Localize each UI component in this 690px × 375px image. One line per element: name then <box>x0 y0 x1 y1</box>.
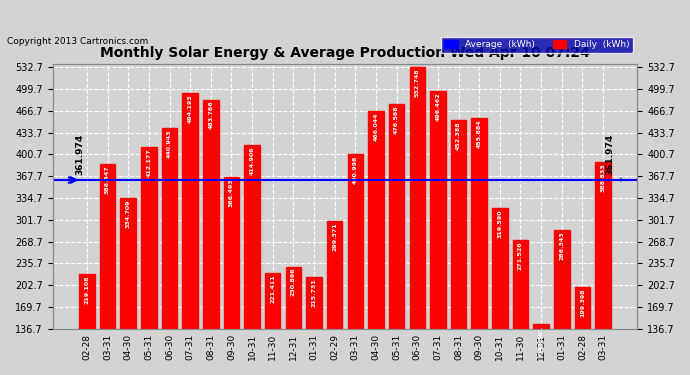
Bar <box>554 230 569 375</box>
Bar <box>348 154 363 375</box>
Bar <box>265 273 280 375</box>
Bar <box>79 274 95 375</box>
Text: →: → <box>613 175 623 185</box>
Bar <box>471 118 487 375</box>
Text: 215.731: 215.731 <box>311 278 317 307</box>
Text: 144.501: 144.501 <box>539 325 544 354</box>
Text: 219.108: 219.108 <box>84 276 90 304</box>
Bar <box>451 120 466 375</box>
Text: 230.896: 230.896 <box>291 268 296 297</box>
Text: 483.766: 483.766 <box>208 101 213 129</box>
Text: 476.568: 476.568 <box>394 106 399 134</box>
Text: 532.748: 532.748 <box>415 69 420 97</box>
Bar <box>182 93 198 375</box>
Bar <box>368 111 384 375</box>
Bar <box>306 277 322 375</box>
Bar <box>492 208 508 375</box>
Text: 221.411: 221.411 <box>270 274 275 303</box>
Text: 452.388: 452.388 <box>456 122 461 150</box>
Text: 361.974: 361.974 <box>75 134 84 175</box>
Bar <box>203 99 219 375</box>
Text: 361.974: 361.974 <box>606 134 615 175</box>
Bar <box>141 147 157 375</box>
Text: 199.398: 199.398 <box>580 289 585 317</box>
Bar <box>224 177 239 375</box>
Text: 414.906: 414.906 <box>250 146 255 175</box>
Text: 496.462: 496.462 <box>435 93 440 121</box>
Text: 400.998: 400.998 <box>353 156 358 184</box>
Text: 386.447: 386.447 <box>105 165 110 194</box>
Bar <box>286 267 301 375</box>
Bar <box>327 221 342 375</box>
Text: Copyright 2013 Cartronics.com: Copyright 2013 Cartronics.com <box>7 38 148 46</box>
Text: 412.177: 412.177 <box>146 148 151 177</box>
Text: 271.526: 271.526 <box>518 241 523 270</box>
Bar <box>575 288 590 375</box>
Bar <box>410 67 425 375</box>
Text: 466.044: 466.044 <box>373 112 379 141</box>
Text: 440.943: 440.943 <box>167 129 172 158</box>
Bar <box>533 324 549 375</box>
Legend: Average  (kWh), Daily  (kWh): Average (kWh), Daily (kWh) <box>441 37 633 53</box>
Bar <box>161 128 177 375</box>
Bar <box>513 240 529 375</box>
Bar <box>244 145 260 375</box>
Bar <box>430 91 446 375</box>
Text: ←: ← <box>67 175 77 185</box>
Text: 334.709: 334.709 <box>126 200 130 228</box>
Text: 494.193: 494.193 <box>188 94 193 123</box>
Text: 286.343: 286.343 <box>560 231 564 260</box>
Text: 299.371: 299.371 <box>332 223 337 251</box>
Text: 455.884: 455.884 <box>477 119 482 148</box>
Text: 319.590: 319.590 <box>497 209 502 238</box>
Bar <box>121 198 136 375</box>
Bar <box>100 164 115 375</box>
Bar <box>595 162 611 375</box>
Text: 366.493: 366.493 <box>229 178 234 207</box>
Title: Monthly Solar Energy & Average Production Wed Apr 10 07:24: Monthly Solar Energy & Average Productio… <box>100 46 590 60</box>
Text: 388.833: 388.833 <box>600 164 606 192</box>
Bar <box>389 104 404 375</box>
